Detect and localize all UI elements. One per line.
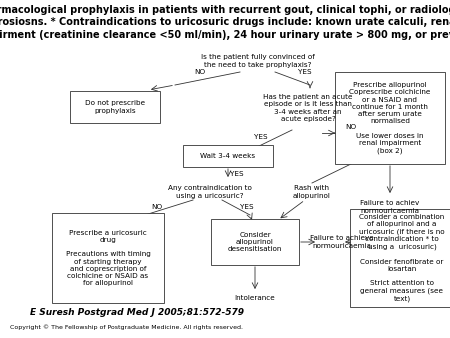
Text: YES: YES	[298, 69, 311, 75]
Text: Failure to achieve
normouricaemia: Failure to achieve normouricaemia	[310, 235, 374, 249]
Text: Has the patient an acute
episode or is it less than
3-4 weeks after an
acute epi: Has the patient an acute episode or is i…	[263, 94, 353, 122]
Text: Any contraindication to
using a uricosuric?: Any contraindication to using a uricosur…	[168, 185, 252, 199]
Text: Prescribe allopurinol
Coprescribe colchicine
or a NSAID and
continue for 1 month: Prescribe allopurinol Coprescribe colchi…	[349, 82, 431, 154]
Text: YES: YES	[240, 204, 254, 210]
Text: NO: NO	[345, 124, 356, 130]
FancyBboxPatch shape	[335, 72, 445, 164]
Text: PMJ: PMJ	[381, 310, 427, 330]
Text: Failure to achiev
normouricaemia: Failure to achiev normouricaemia	[360, 200, 419, 214]
Text: Do not prescribe
prophylaxis: Do not prescribe prophylaxis	[85, 100, 145, 114]
FancyBboxPatch shape	[211, 219, 299, 265]
Text: Is the patient fully convinced of
the need to take prophylaxis?: Is the patient fully convinced of the ne…	[201, 54, 315, 68]
FancyBboxPatch shape	[350, 209, 450, 307]
Text: Consider a combination
of allopurinol and a
uricosuric (if there is no
contraind: Consider a combination of allopurinol an…	[359, 214, 445, 302]
FancyBboxPatch shape	[52, 213, 164, 303]
FancyBboxPatch shape	[183, 145, 273, 167]
Text: Prescribe a uricosuric
drug

Precautions with timing
of starting therapy
and cop: Prescribe a uricosuric drug Precautions …	[66, 230, 150, 286]
Text: E Suresh Postgrad Med J 2005;81:572-579: E Suresh Postgrad Med J 2005;81:572-579	[30, 308, 244, 317]
Text: NO: NO	[194, 69, 206, 75]
Text: YES: YES	[254, 134, 268, 140]
Text: YES: YES	[230, 171, 243, 177]
Text: Intolerance: Intolerance	[234, 295, 275, 301]
Text: Copyright © The Fellowship of Postgraduate Medicine. All rights reserved.: Copyright © The Fellowship of Postgradua…	[10, 324, 243, 330]
Text: Wait 3-4 weeks: Wait 3-4 weeks	[200, 153, 256, 159]
FancyBboxPatch shape	[70, 91, 160, 123]
Text: Consider
allopurinol
desensitisation: Consider allopurinol desensitisation	[228, 232, 282, 252]
Text: Pharmacological prophylaxis in patients with recurrent gout, clinical tophi, or : Pharmacological prophylaxis in patients …	[0, 5, 450, 40]
Text: Rash with
allopurinol: Rash with allopurinol	[293, 185, 331, 199]
Text: NO: NO	[151, 204, 162, 210]
